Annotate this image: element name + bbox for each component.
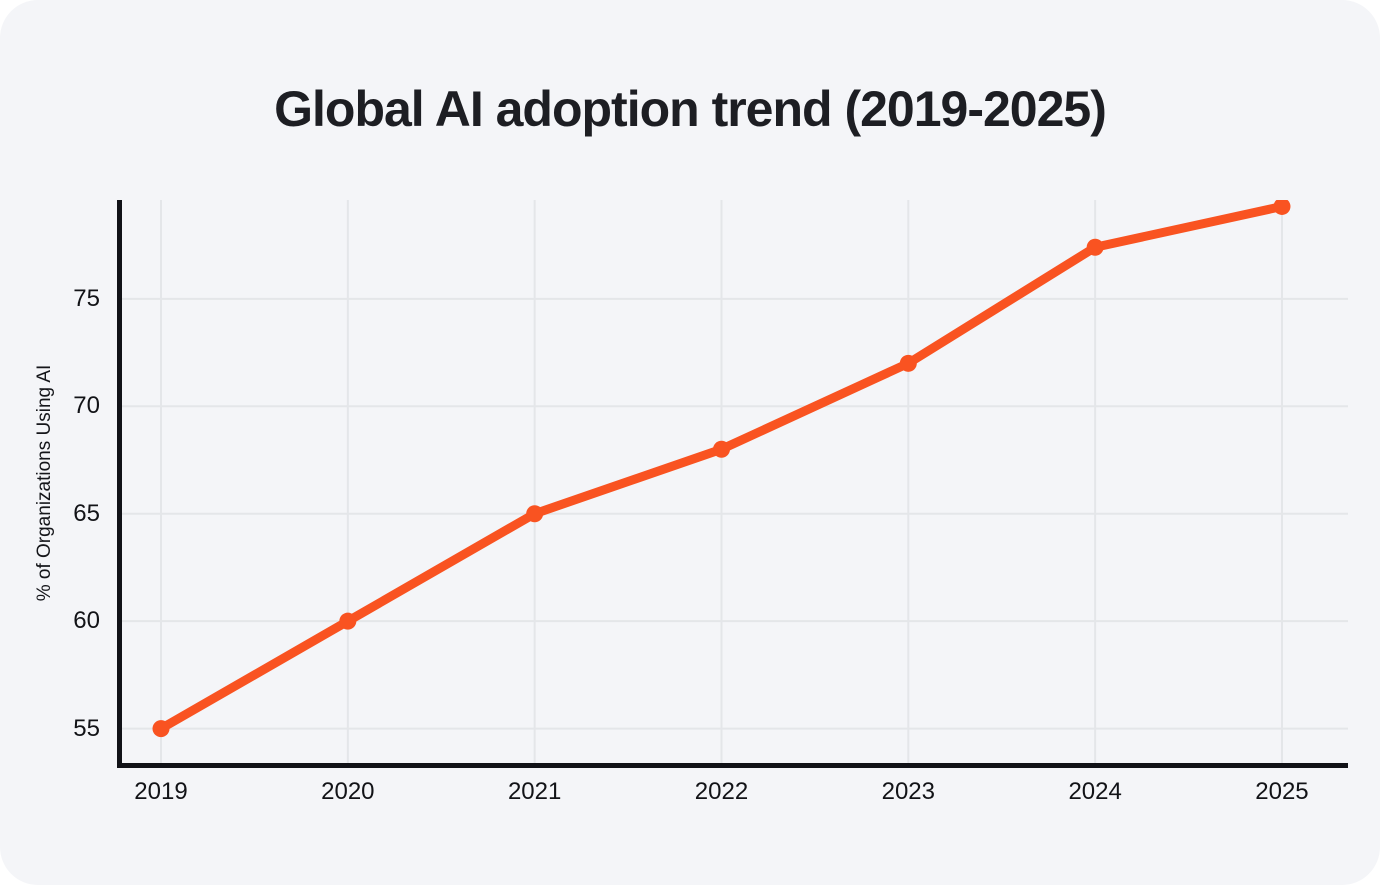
line-chart-svg [122,200,1348,763]
x-tick-label: 2021 [507,778,562,805]
y-tick-label: 60 [73,607,100,635]
y-tick-label: 70 [73,392,100,420]
x-tick-label: 2024 [1068,778,1122,805]
x-tick-label: 2022 [694,778,749,805]
data-point-2022 [712,440,730,458]
data-point-2020 [339,612,357,630]
x-tick-label: 2020 [321,778,375,805]
chart-title: Global AI adoption trend (2019-2025) [274,81,1107,137]
y-tick-label: 75 [73,284,100,312]
data-point-2021 [526,505,544,523]
y-tick-label: 55 [73,714,100,742]
y-tick-label: 65 [73,499,100,527]
data-point-2024 [1086,238,1104,256]
x-tick-label: 2019 [134,778,188,805]
x-tick-label: 2023 [881,778,935,805]
plot-area [117,200,1348,768]
data-point-2025 [1273,200,1291,215]
x-tick-label: 2025 [1255,778,1309,805]
data-point-2019 [152,720,170,738]
data-point-2023 [899,354,917,372]
